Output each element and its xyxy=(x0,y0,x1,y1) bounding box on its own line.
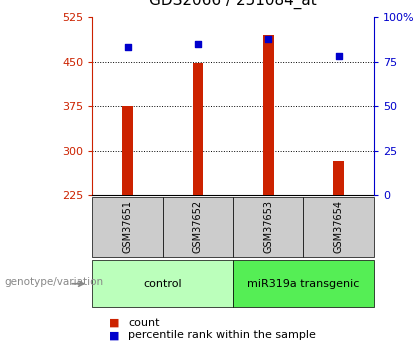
Text: GDS2066 / 251084_at: GDS2066 / 251084_at xyxy=(149,0,317,9)
Text: ■: ■ xyxy=(109,331,120,340)
Text: count: count xyxy=(128,318,160,327)
Bar xyxy=(263,35,273,195)
Bar xyxy=(333,160,344,195)
Text: GSM37652: GSM37652 xyxy=(193,200,203,253)
Text: genotype/variation: genotype/variation xyxy=(4,277,103,287)
Text: GSM37653: GSM37653 xyxy=(263,200,273,253)
Text: GSM37654: GSM37654 xyxy=(333,200,344,253)
Text: ■: ■ xyxy=(109,318,120,327)
Bar xyxy=(193,63,203,195)
Point xyxy=(124,45,131,50)
Point xyxy=(194,41,201,47)
Text: GSM37651: GSM37651 xyxy=(123,200,133,253)
Text: control: control xyxy=(144,279,182,289)
Text: percentile rank within the sample: percentile rank within the sample xyxy=(128,331,316,340)
Point xyxy=(335,53,342,59)
Point xyxy=(265,36,272,41)
Text: miR319a transgenic: miR319a transgenic xyxy=(247,279,360,289)
Bar xyxy=(122,106,133,195)
